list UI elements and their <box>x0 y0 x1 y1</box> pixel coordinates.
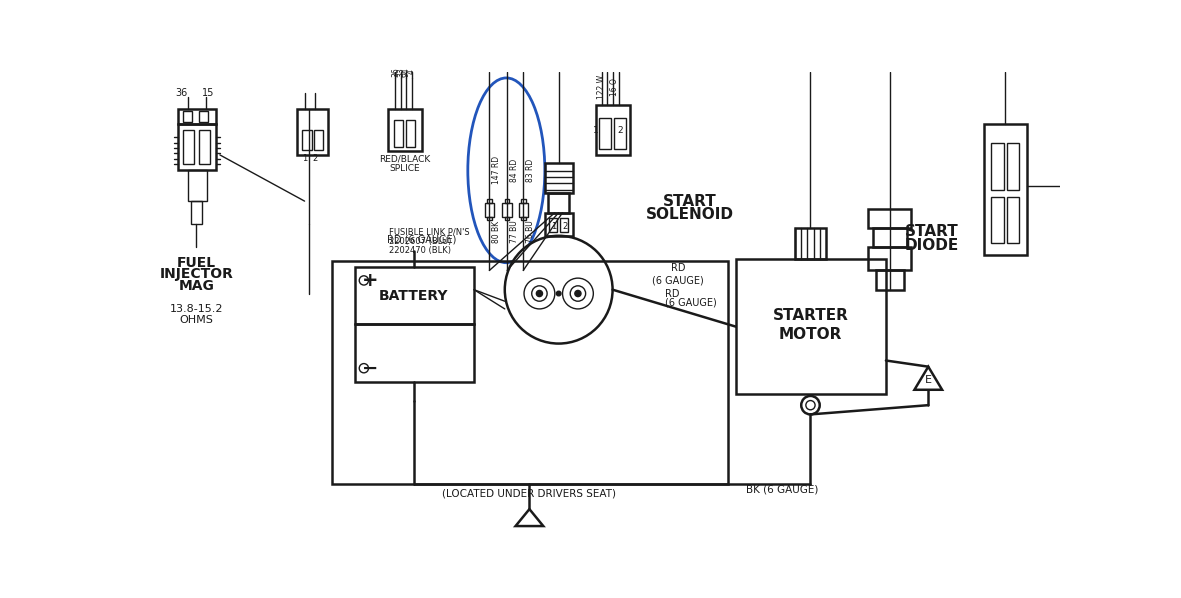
Text: 84 RD: 84 RD <box>510 158 520 182</box>
Text: (6 GAUGE): (6 GAUGE) <box>665 298 717 308</box>
Bar <box>595 105 629 155</box>
Text: 1: 1 <box>550 222 556 231</box>
Text: 94: 94 <box>402 67 411 77</box>
Text: BK (6 GAUGE): BK (6 GAUGE) <box>745 485 818 495</box>
Text: 80 BK: 80 BK <box>492 221 502 243</box>
Text: 36: 36 <box>175 89 188 98</box>
Bar <box>504 216 509 221</box>
Text: 76 BU: 76 BU <box>527 221 535 243</box>
Bar <box>521 199 526 203</box>
Text: 33: 33 <box>397 67 405 77</box>
Text: 4: 4 <box>407 69 416 74</box>
Text: (LOCATED UNDER DRIVERS SEAT): (LOCATED UNDER DRIVERS SEAT) <box>443 489 616 499</box>
Text: 147 RD: 147 RD <box>492 156 502 184</box>
Text: 122 W: 122 W <box>598 75 606 99</box>
Text: 36: 36 <box>391 67 400 77</box>
Text: 1: 1 <box>302 154 307 163</box>
Text: 2: 2 <box>562 222 567 231</box>
Bar <box>188 170 207 201</box>
Text: RD (6 GAUGE): RD (6 GAUGE) <box>387 234 456 245</box>
Bar <box>177 109 216 124</box>
Bar <box>544 163 573 193</box>
Text: 1: 1 <box>593 126 599 135</box>
Bar <box>387 109 423 151</box>
Text: RED/BLACK: RED/BLACK <box>379 154 430 163</box>
Bar <box>518 203 528 216</box>
Text: MAG: MAG <box>178 279 215 293</box>
Bar <box>504 199 509 203</box>
Bar <box>190 201 202 224</box>
Text: SPLICE: SPLICE <box>390 163 420 172</box>
Bar <box>1007 197 1019 243</box>
Circle shape <box>575 291 581 297</box>
Text: 83 RD: 83 RD <box>527 158 535 182</box>
Bar <box>502 203 511 216</box>
Bar <box>521 216 526 221</box>
Bar <box>1007 144 1019 190</box>
Text: START: START <box>663 194 717 209</box>
Text: OHMS: OHMS <box>180 315 214 325</box>
Bar <box>354 267 474 324</box>
Bar <box>487 216 491 221</box>
Text: −: − <box>361 359 378 378</box>
Text: FUSIBLE LINK P/N'S: FUSIBLE LINK P/N'S <box>390 227 470 236</box>
Text: INJECTOR: INJECTOR <box>159 267 234 281</box>
Text: RD: RD <box>665 288 679 298</box>
Text: 2: 2 <box>618 126 624 135</box>
Bar <box>614 118 626 149</box>
Text: DIODE: DIODE <box>905 238 959 254</box>
Text: STARTER: STARTER <box>772 307 848 322</box>
Bar <box>332 261 727 484</box>
Bar <box>868 209 912 228</box>
Text: RD
(6 GAUGE): RD (6 GAUGE) <box>652 264 704 285</box>
Text: SOLENOID: SOLENOID <box>646 208 733 222</box>
Bar <box>548 193 569 213</box>
Bar <box>484 203 494 216</box>
Bar <box>354 324 474 382</box>
Text: 77 BU: 77 BU <box>510 221 520 243</box>
Bar <box>991 197 1004 243</box>
Bar <box>177 124 216 170</box>
Text: +: + <box>361 271 378 290</box>
Bar <box>200 111 208 122</box>
Bar <box>984 124 1026 255</box>
Bar <box>183 130 194 164</box>
Bar <box>868 248 912 270</box>
Bar <box>394 120 403 147</box>
Bar <box>560 218 568 232</box>
Bar <box>487 199 491 203</box>
Text: 16 O: 16 O <box>611 78 619 96</box>
Bar <box>876 270 903 289</box>
Bar <box>200 130 210 164</box>
Text: FUEL: FUEL <box>177 256 216 270</box>
Circle shape <box>504 236 613 344</box>
Text: START: START <box>906 224 959 239</box>
Bar <box>991 144 1004 190</box>
Text: MOTOR: MOTOR <box>778 327 842 342</box>
Circle shape <box>536 291 542 297</box>
Bar <box>183 111 193 122</box>
Text: 13.8-15.2: 13.8-15.2 <box>170 304 223 314</box>
Bar <box>296 109 327 155</box>
Bar <box>544 213 573 236</box>
Bar <box>302 130 312 150</box>
Text: 2202470 (BLK): 2202470 (BLK) <box>390 246 451 255</box>
Text: BATTERY: BATTERY <box>379 289 449 303</box>
Text: 2202607 (BLU): 2202607 (BLU) <box>390 237 451 246</box>
Text: E: E <box>925 375 932 385</box>
Bar <box>736 259 886 393</box>
Text: 15: 15 <box>202 89 215 98</box>
Bar <box>549 218 557 232</box>
Bar <box>873 228 907 248</box>
Bar <box>599 118 611 149</box>
Bar <box>406 120 416 147</box>
Bar <box>795 228 826 259</box>
Bar <box>314 130 324 150</box>
Text: 2: 2 <box>312 154 318 163</box>
Circle shape <box>556 291 561 296</box>
